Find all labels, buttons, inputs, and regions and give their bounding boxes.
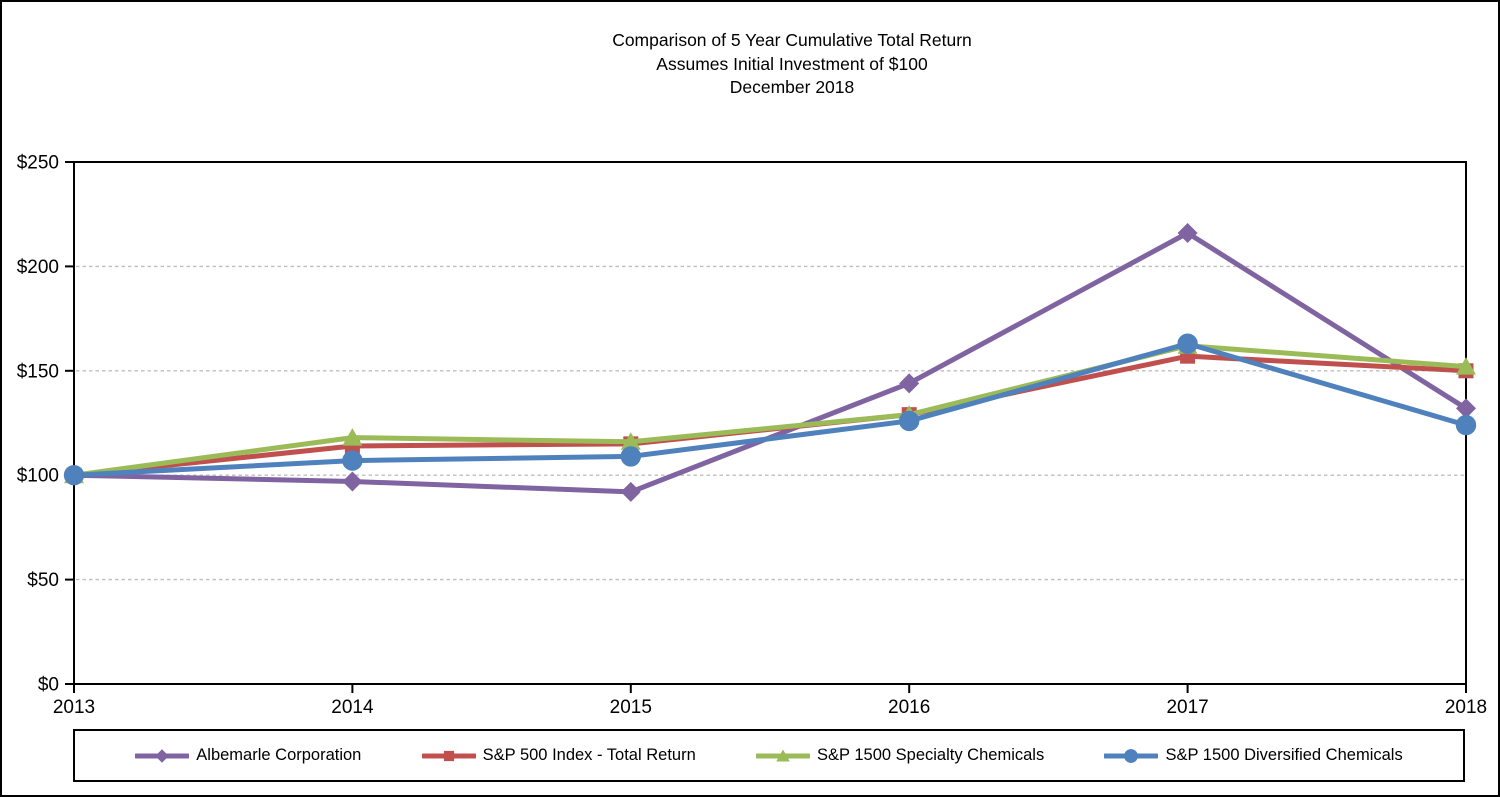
x-axis-label-2015: 2015 [610,697,652,718]
marker-s-p-1500-diversified-chemicals-2015 [620,446,641,467]
legend-marker-square-icon [421,750,476,761]
chart-title-line1: Comparison of 5 Year Cumulative Total Re… [612,30,972,50]
y-axis-label-150: $150 [17,361,59,382]
marker-s-p-1500-specialty-chemicals-2014 [342,428,363,446]
y-axis-label-0: $0 [38,675,59,696]
plot-border [73,161,1467,685]
legend-item-albemarle-corporation: Albemarle Corporation [135,746,361,765]
marker-albemarle-corporation-2016 [899,373,920,394]
marker-s-p-1500-diversified-chemicals-2013 [63,465,85,486]
marker-albemarle-corporation-2014 [342,471,363,492]
series-line-s-p-500-index-total-return [71,353,1469,478]
legend-marker-shape-s-p-1500-diversified-chemicals [1124,748,1139,763]
y-axis-label-50: $50 [27,570,59,591]
legend-marker-shape-albemarle-corporation [155,748,170,763]
legend: Albemarle Corporation S&P 500 Index - Tot… [73,729,1465,782]
marker-s-p-1500-diversified-chemicals-2014 [342,450,363,471]
marker-s-p-1500-diversified-chemicals-2017 [1177,333,1198,354]
y-axis-label-100: $100 [17,466,59,487]
x-axis-label-2014: 2014 [331,697,374,718]
y-axis-label-250: $250 [17,153,59,174]
legend-item-s-p-500-index-total-return: S&P 500 Index - Total Return [421,746,696,765]
marker-albemarle-corporation-2018 [1456,398,1476,419]
legend-label-s-p-500-index-total-return: S&P 500 Index - Total Return [482,746,696,764]
series-line-s-p-1500-diversified-chemicals [71,341,1469,478]
legend-label-s-p-1500-specialty-chemicals: S&P 1500 Specialty Chemicals [817,746,1045,764]
legend-marker-diamond-icon [135,748,190,763]
marker-s-p-1500-diversified-chemicals-2016 [899,410,920,432]
chart-title: Comparison of 5 Year Cumulative Total Re… [87,29,1497,100]
chart-title-line2: Assumes Initial Investment of $100 [656,53,928,74]
legend-item-s-p-1500-specialty-chemicals: S&P 1500 Specialty Chemicals [756,746,1044,765]
legend-marker-triangle-icon [756,749,811,761]
legend-marker-circle-icon [1104,748,1159,763]
x-axis-label-2018: 2018 [1445,697,1487,718]
series-s-p-1500-diversified-chemicals [63,333,1477,486]
marker-s-p-1500-diversified-chemicals-2018 [1455,414,1477,436]
legend-label-albemarle-corporation: Albemarle Corporation [196,746,362,764]
x-axis-label-2013: 2013 [53,697,95,718]
series-line-s-p-1500-specialty-chemicals [71,343,1469,478]
marker-s-p-1500-specialty-chemicals-2018 [1456,357,1476,375]
legend-item-s-p-1500-diversified-chemicals: S&P 1500 Diversified Chemicals [1104,746,1403,765]
legend-label-s-p-1500-diversified-chemicals: S&P 1500 Diversified Chemicals [1165,746,1403,764]
x-axis-label-2016: 2016 [888,697,930,718]
marker-albemarle-corporation-2015 [620,481,641,502]
y-axis-label-200: $200 [17,257,59,278]
marker-s-p-1500-specialty-chemicals-2015 [620,432,641,450]
legend-marker-shape-s-p-500-index-total-return [443,750,454,761]
legend-marker-shape-s-p-1500-specialty-chemicals [776,749,790,761]
marker-albemarle-corporation-2017 [1177,222,1198,243]
x-axis-label-2017: 2017 [1166,697,1208,718]
chart-title-line3: December 2018 [729,77,855,97]
